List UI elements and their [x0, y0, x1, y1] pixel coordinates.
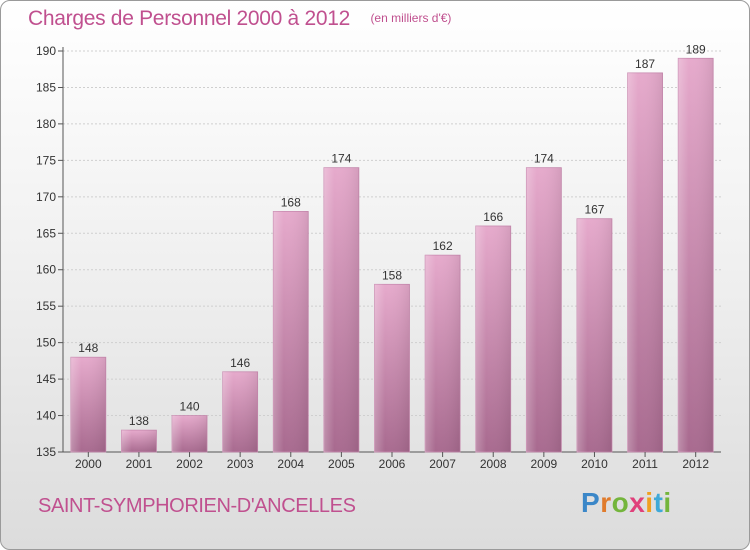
- y-tick-label: 165: [36, 226, 56, 240]
- bar-shade: [526, 167, 562, 452]
- bar-shade: [121, 430, 157, 452]
- data-label: 174: [331, 152, 351, 166]
- bar-shade: [222, 371, 258, 452]
- y-tick-label: 155: [36, 299, 56, 313]
- y-tick-label: 185: [36, 80, 56, 94]
- y-tick-label: 140: [36, 409, 56, 423]
- data-label: 138: [129, 414, 149, 428]
- x-tick-label: 2010: [581, 457, 608, 471]
- data-label: 162: [433, 239, 453, 253]
- chart-subtitle: (en milliers d'€): [370, 11, 452, 25]
- x-tick-label: 2011: [632, 457, 658, 471]
- x-tick-label: 2003: [227, 457, 254, 471]
- y-tick-label: 175: [36, 153, 56, 167]
- data-label: 140: [180, 400, 200, 414]
- bar-shade: [678, 58, 714, 453]
- y-tick-label: 160: [36, 263, 56, 277]
- x-tick-label: 2001: [126, 457, 153, 471]
- x-tick-label: 2005: [328, 457, 355, 471]
- chart-title-block: Charges de Personnel 2000 à 2012 (en mil…: [28, 7, 451, 31]
- x-tick-label: 2000: [75, 457, 102, 471]
- proxiti-logo: Proxiti: [581, 487, 672, 518]
- chart-title: Charges de Personnel 2000 à 2012: [28, 7, 350, 30]
- data-label: 189: [686, 42, 706, 56]
- data-label: 167: [584, 203, 604, 217]
- x-tick-label: 2007: [429, 457, 456, 471]
- y-tick-label: 135: [36, 445, 56, 459]
- data-label: 166: [483, 210, 503, 224]
- x-tick-label: 2006: [379, 457, 406, 471]
- x-tick-label: 2004: [277, 457, 304, 471]
- data-label: 174: [534, 152, 554, 166]
- bar-shade: [70, 357, 106, 452]
- y-tick-label: 150: [36, 336, 56, 350]
- y-tick-label: 180: [36, 117, 56, 131]
- data-label: 146: [230, 356, 250, 370]
- x-tick-label: 2012: [682, 457, 709, 471]
- bar-shade: [425, 255, 461, 452]
- bar-shade: [273, 211, 309, 452]
- data-label: 168: [281, 195, 301, 209]
- location-name: SAINT-SYMPHORIEN-D'ANCELLES: [38, 495, 356, 517]
- y-tick-label: 145: [36, 372, 56, 386]
- data-label: 158: [382, 268, 402, 282]
- bar-shade: [475, 225, 511, 452]
- x-tick-label: 2008: [480, 457, 507, 471]
- y-tick-label: 170: [36, 190, 56, 204]
- bar-shade: [627, 72, 663, 452]
- data-label: 148: [78, 341, 98, 355]
- bar-shade: [576, 218, 612, 452]
- y-tick-label: 190: [36, 44, 56, 58]
- x-tick-label: 2009: [530, 457, 557, 471]
- bar-shade: [374, 284, 410, 452]
- data-label: 187: [635, 57, 655, 71]
- bar-shade: [172, 415, 208, 452]
- bar-shade: [323, 167, 359, 452]
- x-tick-label: 2002: [176, 457, 203, 471]
